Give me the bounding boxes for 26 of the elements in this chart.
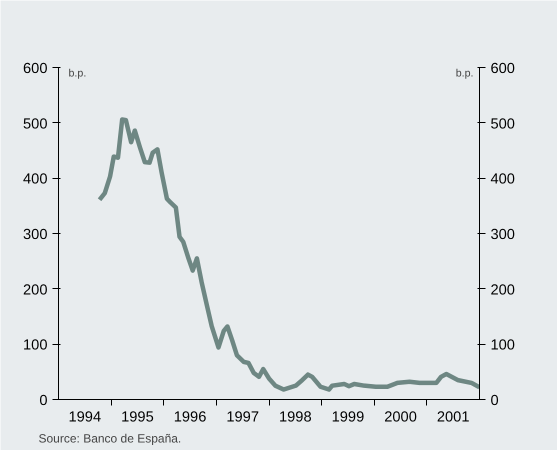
y2-tick-label: 600 [490,61,515,77]
x-tick-label: 2000 [384,410,417,426]
x-tick-label: 1999 [332,410,364,426]
x-tick-label: 1998 [279,410,312,426]
y-tick-label: 500 [23,116,48,132]
y-axis-title: b.p. [68,68,86,80]
y2-tick-label: 100 [490,338,515,354]
x-tick-label: 1996 [174,410,206,426]
y-tick-label: 300 [23,227,48,243]
line-series [97,117,480,392]
y2-tick-label: 0 [490,393,499,409]
y2-tick-label: 300 [490,227,515,243]
y2-tick-label: 200 [490,282,515,298]
y2-axis-title: b.p. [456,68,474,80]
y-tick-label: 0 [39,393,48,409]
x-tick-label: 2001 [436,410,470,426]
x-tick-label: 1994 [68,410,102,426]
x-tick-label: 1995 [121,410,154,426]
y-tick-label: 600 [23,61,48,77]
y2-tick-label: 500 [490,116,515,132]
y-tick-label: 400 [23,172,48,188]
y2-tick-label: 400 [490,172,515,188]
y-tick-label: 200 [23,282,48,298]
y-tick-label: 100 [23,338,48,354]
x-tick-label: 1997 [226,410,259,426]
source-note: Source: Banco de España. [38,432,182,446]
